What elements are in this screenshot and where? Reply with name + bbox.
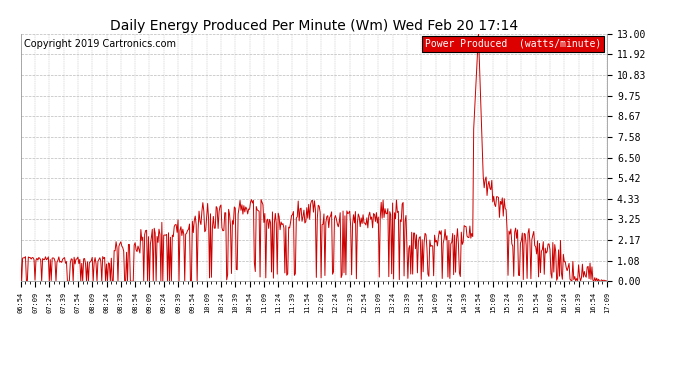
- Title: Daily Energy Produced Per Minute (Wm) Wed Feb 20 17:14: Daily Energy Produced Per Minute (Wm) We…: [110, 19, 518, 33]
- Text: Copyright 2019 Cartronics.com: Copyright 2019 Cartronics.com: [23, 39, 176, 49]
- Text: Power Produced  (watts/minute): Power Produced (watts/minute): [425, 39, 602, 49]
